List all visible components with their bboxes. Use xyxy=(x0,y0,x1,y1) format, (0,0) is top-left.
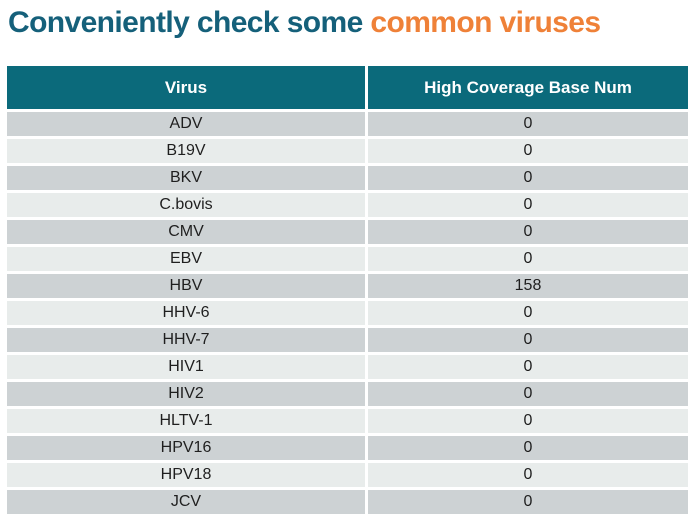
coverage-value-cell: 158 xyxy=(368,274,688,298)
table-row: JCV 0 xyxy=(7,490,688,514)
virus-name-cell: HLTV-1 xyxy=(7,409,365,433)
table-row: C.bovis 0 xyxy=(7,193,688,217)
coverage-value-cell: 0 xyxy=(368,112,688,136)
coverage-value-cell: 0 xyxy=(368,490,688,514)
coverage-value-cell: 0 xyxy=(368,355,688,379)
coverage-value-cell: 0 xyxy=(368,139,688,163)
title-main-text: Conveniently check some xyxy=(8,6,371,39)
virus-name-cell: C.bovis xyxy=(7,193,365,217)
coverage-value-cell: 0 xyxy=(368,463,688,487)
table-row: CMV 0 xyxy=(7,220,688,244)
table-row: B19V 0 xyxy=(7,139,688,163)
table-header-row: Virus High Coverage Base Num xyxy=(7,66,688,109)
coverage-value-cell: 0 xyxy=(368,382,688,406)
virus-name-cell: HBV xyxy=(7,274,365,298)
virus-name-cell: CMV xyxy=(7,220,365,244)
virus-name-cell: B19V xyxy=(7,139,365,163)
virus-name-cell: HHV-6 xyxy=(7,301,365,325)
table-row: HPV16 0 xyxy=(7,436,688,460)
virus-name-cell: JCV xyxy=(7,490,365,514)
virus-name-cell: HIV2 xyxy=(7,382,365,406)
table-row: HHV-6 0 xyxy=(7,301,688,325)
table-row: HPV18 0 xyxy=(7,463,688,487)
coverage-value-cell: 0 xyxy=(368,328,688,352)
table-row: HIV2 0 xyxy=(7,382,688,406)
title-highlight-text: common viruses xyxy=(370,6,601,39)
coverage-value-cell: 0 xyxy=(368,436,688,460)
virus-name-cell: EBV xyxy=(7,247,365,271)
table-row: HIV1 0 xyxy=(7,355,688,379)
coverage-value-cell: 0 xyxy=(368,166,688,190)
coverage-value-cell: 0 xyxy=(368,193,688,217)
virus-name-cell: ADV xyxy=(7,112,365,136)
column-header-high-coverage-base-num: High Coverage Base Num xyxy=(368,66,688,109)
coverage-value-cell: 0 xyxy=(368,220,688,244)
table-body: ADV 0 B19V 0 BKV 0 C.bovis 0 CMV 0 EBV 0 HBV 158 HHV-6… xyxy=(7,112,688,514)
virus-name-cell: HPV18 xyxy=(7,463,365,487)
virus-name-cell: HIV1 xyxy=(7,355,365,379)
virus-coverage-table: Virus High Coverage Base Num ADV 0 B19V 0 BK… xyxy=(4,63,691,517)
coverage-value-cell: 0 xyxy=(368,247,688,271)
table-row: HLTV-1 0 xyxy=(7,409,688,433)
page-title: Conveniently check some common viruses xyxy=(0,0,696,40)
virus-name-cell: BKV xyxy=(7,166,365,190)
table-row: HHV-7 0 xyxy=(7,328,688,352)
table-row: EBV 0 xyxy=(7,247,688,271)
table-row: HBV 158 xyxy=(7,274,688,298)
table-row: BKV 0 xyxy=(7,166,688,190)
coverage-value-cell: 0 xyxy=(368,301,688,325)
coverage-value-cell: 0 xyxy=(368,409,688,433)
table-row: ADV 0 xyxy=(7,112,688,136)
virus-name-cell: HHV-7 xyxy=(7,328,365,352)
column-header-virus: Virus xyxy=(7,66,365,109)
virus-name-cell: HPV16 xyxy=(7,436,365,460)
